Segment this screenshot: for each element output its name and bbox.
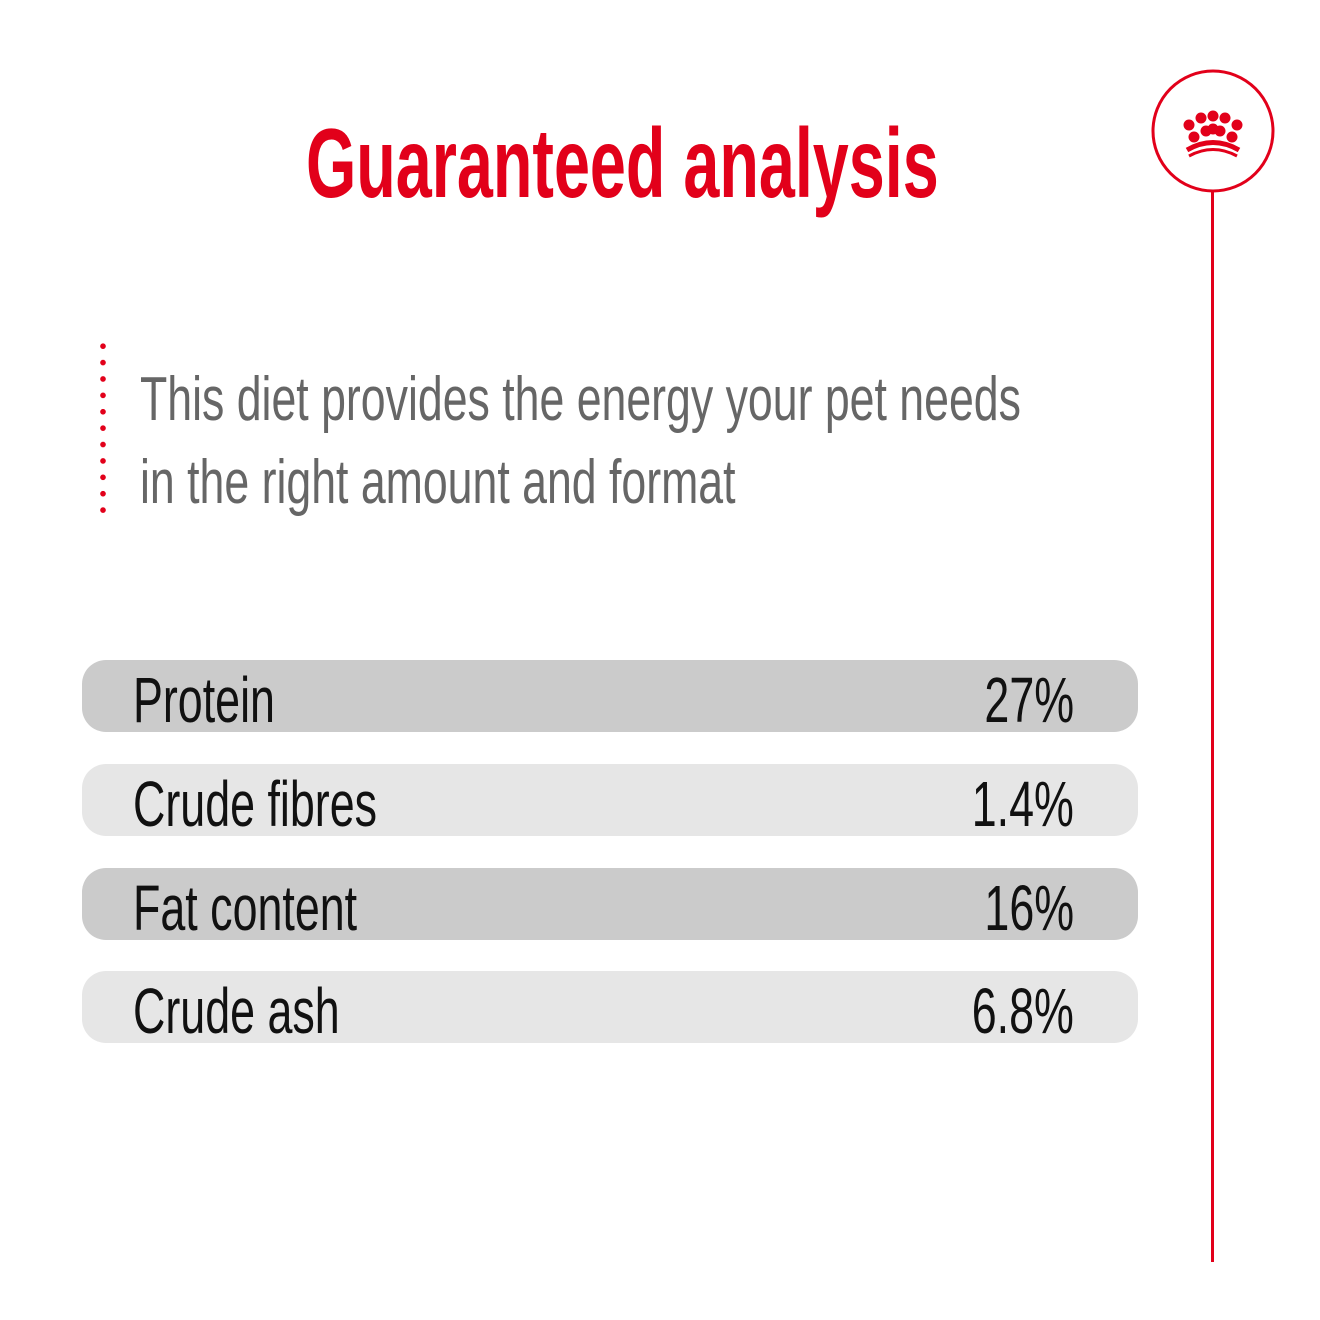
analysis-row-fat-content: Fat content 16% [82, 868, 1138, 944]
analysis-row-protein: Protein 27% [82, 660, 1138, 736]
description-line: This diet provides the energy your pet n… [140, 365, 1021, 434]
analysis-row-crude-fibres: Crude fibres 1.4% [82, 764, 1138, 840]
analysis-value: 27% [984, 664, 1074, 736]
crown-icon [1151, 69, 1275, 193]
analysis-value: 1.4% [971, 768, 1074, 840]
analysis-row-crude-ash: Crude ash 6.8% [82, 971, 1138, 1047]
dotted-divider [100, 338, 106, 520]
vertical-divider [1211, 192, 1214, 1262]
analysis-label: Crude ash [133, 975, 340, 1047]
description-line: in the right amount and format [140, 448, 736, 517]
analysis-label: Fat content [133, 872, 358, 944]
description: This diet provides the energy your pet n… [140, 358, 1320, 524]
page-title-text: Guaranteed analysis [306, 108, 939, 218]
analysis-value: 16% [984, 872, 1074, 944]
analysis-label: Crude fibres [133, 768, 378, 840]
page-title: Guaranteed analysis [0, 108, 1245, 218]
analysis-label: Protein [133, 664, 275, 736]
analysis-value: 6.8% [971, 975, 1074, 1047]
